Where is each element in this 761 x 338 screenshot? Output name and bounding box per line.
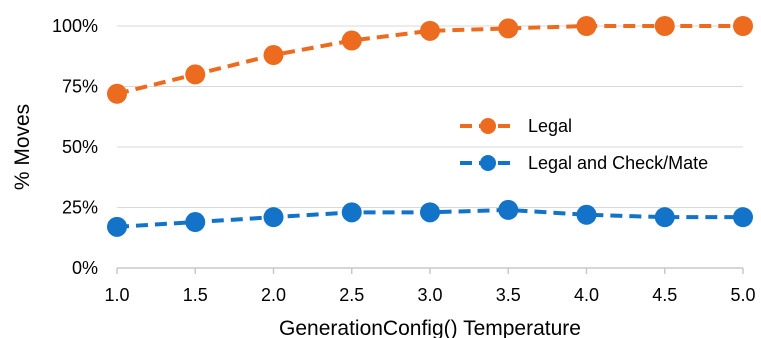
x-tick-label: 2.5 bbox=[339, 285, 364, 305]
legend-label: Legal bbox=[528, 116, 572, 136]
data-point-legal-and-check-mate bbox=[263, 207, 284, 228]
x-axis: 1.0 1.5 2.0 2.5 3.0 3.5 4.0 4.5 5.0 bbox=[104, 267, 756, 305]
y-tick-label: 0% bbox=[72, 258, 98, 278]
x-tick-label: 3.0 bbox=[417, 285, 442, 305]
legend: Legal Legal and Check/Mate bbox=[460, 116, 708, 173]
y-tick-label: 75% bbox=[62, 77, 98, 97]
data-point-legal-and-check-mate bbox=[341, 202, 362, 223]
data-point-legal-and-check-mate bbox=[107, 216, 127, 237]
data-point-legal-and-check-mate bbox=[420, 202, 440, 223]
legend-item: Legal bbox=[460, 116, 572, 136]
data-point-legal-and-check-mate bbox=[733, 207, 753, 228]
y-tick-label: 50% bbox=[62, 137, 98, 157]
data-point-legal bbox=[654, 16, 675, 36]
x-tick-label: 4.0 bbox=[574, 285, 599, 305]
y-axis-title: % Moves bbox=[11, 104, 34, 190]
data-point-legal-and-check-mate bbox=[498, 199, 519, 220]
x-tick-label: 5.0 bbox=[730, 285, 755, 305]
legend-label: Legal and Check/Mate bbox=[528, 153, 708, 173]
data-point-legal bbox=[498, 18, 519, 39]
data-point-legal bbox=[733, 16, 753, 36]
data-point-legal bbox=[107, 83, 127, 104]
gridlines bbox=[117, 25, 743, 208]
y-axis: 0% 25% 50% 75% 100% bbox=[52, 16, 98, 278]
data-point-legal bbox=[341, 30, 362, 51]
data-point-legal bbox=[263, 45, 284, 66]
data-point-legal bbox=[576, 16, 597, 36]
legend-marker bbox=[480, 118, 496, 134]
data-point-legal-and-check-mate bbox=[654, 207, 675, 228]
series-group bbox=[107, 16, 753, 237]
x-tick-label: 1.0 bbox=[104, 285, 129, 305]
x-tick-label: 3.5 bbox=[496, 285, 521, 305]
data-point-legal bbox=[185, 64, 206, 85]
y-tick-label: 25% bbox=[62, 198, 98, 218]
data-point-legal-and-check-mate bbox=[576, 204, 597, 225]
legend-marker bbox=[480, 155, 496, 171]
y-tick-label: 100% bbox=[52, 16, 98, 36]
x-tick-label: 2.0 bbox=[261, 285, 286, 305]
x-tick-label: 1.5 bbox=[183, 285, 208, 305]
data-point-legal bbox=[420, 20, 440, 41]
data-point-legal-and-check-mate bbox=[185, 212, 206, 233]
x-tick-label: 4.5 bbox=[652, 285, 677, 305]
x-axis-title: GenerationConfig() Temperature bbox=[279, 317, 581, 338]
legend-item: Legal and Check/Mate bbox=[460, 153, 708, 173]
